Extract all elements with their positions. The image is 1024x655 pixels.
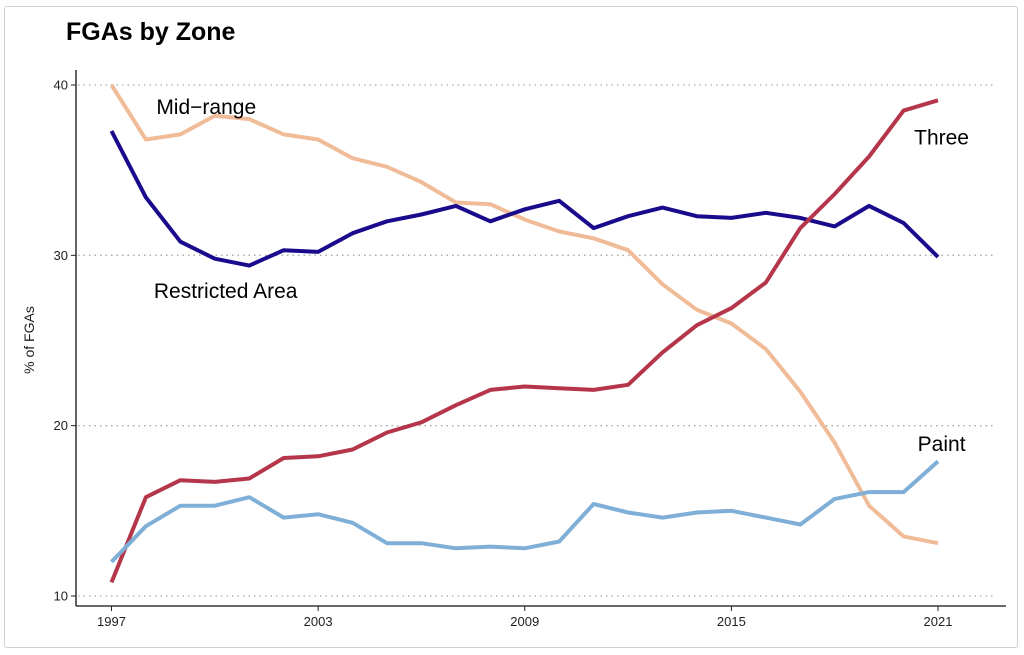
x-tick-label: 1997: [97, 614, 126, 629]
y-tick-label: 30: [54, 248, 68, 263]
chart-frame: [4, 6, 1018, 648]
gridlines: [78, 84, 996, 597]
x-tick-label: 2021: [924, 614, 953, 629]
series-line-three: [109, 98, 939, 584]
series-labels: Mid−range Restricted Area Three Paint: [154, 96, 969, 456]
chart-title: FGAs by Zone: [66, 18, 236, 46]
x-tick-label: 2009: [510, 614, 539, 629]
series-label-paint: Paint: [918, 433, 966, 456]
x-tick-label: 2015: [717, 614, 746, 629]
series-label-restricted: Restricted Area: [154, 280, 298, 303]
series-line-restricted: [109, 130, 940, 268]
y-axis-title: % of FGAs: [21, 306, 37, 374]
series-lines: [109, 83, 940, 584]
y-tick-label: 10: [54, 589, 68, 604]
axes: 10 20 30 40 1997 2003 2009 2015 2021: [54, 70, 1006, 629]
series-label-midrange: Mid−range: [156, 96, 256, 119]
series-line-paint: [110, 459, 940, 564]
series-line-midrange: [109, 83, 939, 546]
series-label-three: Three: [914, 127, 969, 150]
y-tick-label: 20: [54, 418, 68, 433]
y-tick-label: 40: [54, 78, 68, 93]
x-tick-label: 2003: [304, 614, 333, 629]
